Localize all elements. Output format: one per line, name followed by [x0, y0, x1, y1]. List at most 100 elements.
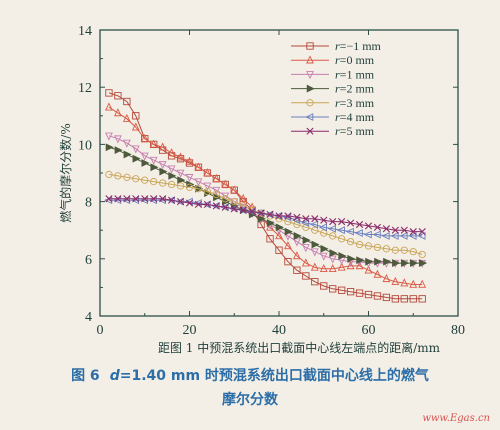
legend-marker: [305, 113, 314, 121]
data-point: [141, 195, 149, 203]
data-point: [113, 108, 122, 117]
data-point: [150, 163, 159, 172]
data-point: [158, 161, 167, 170]
x-tick-label: 0: [97, 323, 104, 338]
data-point: [113, 135, 122, 144]
data-point: [257, 209, 265, 217]
legend-label: r=4 mm: [335, 110, 375, 124]
legend-label-value: =5 mm: [340, 124, 375, 138]
data-point: [141, 159, 150, 167]
data-point: [149, 139, 158, 148]
series-line: [108, 92, 423, 300]
data-point: [221, 179, 230, 188]
data-point: [221, 195, 229, 203]
data-point: [158, 142, 167, 151]
data-point: [409, 228, 417, 236]
data-point: [400, 295, 408, 303]
data-point: [140, 133, 149, 142]
data-point: [418, 228, 426, 236]
data-point: [301, 219, 310, 227]
data-point: [337, 235, 346, 243]
data-point: [149, 156, 158, 165]
data-point: [382, 245, 391, 253]
data-point: [105, 89, 113, 97]
data-point: [337, 262, 346, 271]
data-point: [123, 97, 131, 106]
data-point: [221, 203, 229, 211]
data-point: [365, 257, 374, 266]
series-line: [109, 198, 423, 233]
data-point: [257, 220, 265, 229]
data-point: [275, 231, 283, 240]
data-point: [122, 139, 131, 148]
data-point: [212, 173, 221, 182]
legend-label: r=1 mm: [335, 67, 375, 81]
data-point: [176, 169, 185, 178]
data-point: [382, 293, 391, 302]
legend-marker: [306, 127, 314, 135]
data-point: [310, 262, 319, 271]
data-point: [418, 259, 428, 268]
data-point: [417, 232, 426, 240]
data-point: [382, 225, 390, 233]
series-5: [104, 196, 426, 240]
legend-marker: [306, 42, 314, 50]
data-point: [347, 219, 355, 227]
data-point: [355, 220, 364, 229]
data-point: [266, 219, 275, 227]
data-point: [248, 208, 256, 216]
data-point: [293, 266, 301, 274]
legend-item: r=3 mm: [291, 96, 375, 110]
data-point: [329, 218, 337, 226]
data-point: [401, 259, 410, 268]
data-point: [354, 229, 363, 237]
data-point: [373, 223, 382, 231]
legend-label-value: =2 mm: [340, 82, 375, 96]
caption-variable: d: [109, 368, 120, 384]
data-point: [336, 226, 345, 235]
legend-label-var: r: [335, 110, 340, 124]
data-point: [374, 257, 383, 266]
data-point: [347, 254, 356, 263]
data-point: [355, 240, 364, 249]
data-point: [373, 292, 382, 300]
data-point: [275, 212, 283, 220]
data-point: [346, 288, 355, 296]
data-point: [364, 242, 373, 250]
data-point: [319, 252, 328, 261]
legend-marker: [306, 84, 315, 93]
data-point: [310, 248, 319, 257]
data-point: [194, 178, 203, 187]
y-tick-label: 14: [78, 24, 92, 39]
data-point: [284, 241, 292, 250]
data-point: [131, 145, 140, 154]
axes: 0 20 40 60 80 4 6 8 10 12 14 距图 1 中预混系统出口截面中心线左端点的距…: [58, 24, 465, 355]
data-point: [302, 236, 311, 245]
figure-caption: 图 6 d=1.40 mm 时预混系统出口截面中心线上的燃气 摩尔分数: [0, 364, 500, 412]
data-point: [293, 232, 302, 240]
data-point: [345, 227, 354, 236]
data-point: [292, 238, 301, 247]
legend-marker: [306, 55, 314, 64]
series-line: [109, 199, 423, 237]
x-axis-label: 距图 1 中预混系统出口截面中心线左端点的距离/mm: [158, 340, 441, 355]
series-1: [105, 102, 427, 288]
data-point: [177, 176, 186, 185]
data-point: [212, 186, 221, 195]
data-point: [409, 279, 418, 288]
data-point: [239, 202, 247, 210]
data-point: [373, 269, 382, 278]
data-point: [105, 143, 114, 152]
data-point: [275, 223, 284, 232]
data-point: [319, 263, 328, 273]
data-point: [364, 290, 373, 299]
data-point: [408, 232, 417, 240]
data-point: [311, 240, 320, 249]
data-point: [356, 256, 365, 265]
data-point: [338, 218, 346, 226]
data-point: [418, 295, 426, 303]
legend-label-var: r: [335, 53, 340, 67]
data-point: [194, 200, 203, 209]
legend-label-value: =−1 mm: [340, 39, 382, 53]
legend-label-value: =4 mm: [340, 110, 375, 124]
